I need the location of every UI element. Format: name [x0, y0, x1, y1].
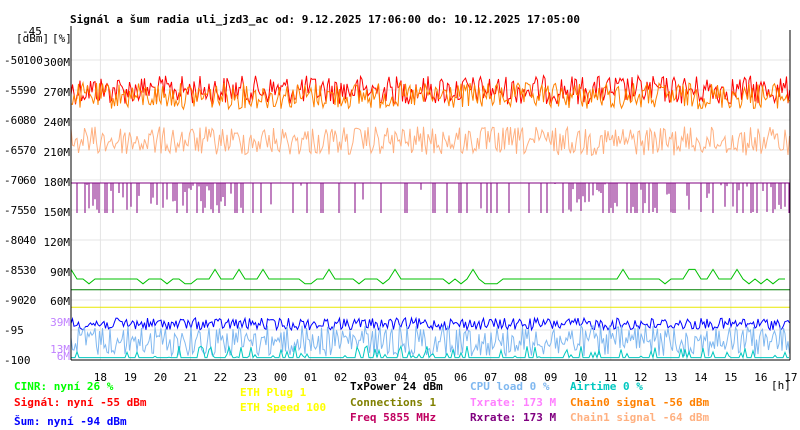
y-dbm-tick-label: -95 [4, 324, 24, 337]
y-rate-tick-label: 240M [44, 116, 71, 129]
x-tick-label: 00 [274, 371, 287, 384]
x-tick-label: 08 [514, 371, 527, 384]
series-line [70, 267, 785, 285]
y-dbm-tick-label: -80 [4, 234, 24, 247]
y-pct-tick-label: 20 [23, 294, 36, 307]
legend-eth-plug: ETH Plug 1 [240, 386, 307, 399]
x-tick-label: 17 [784, 371, 797, 384]
x-tick-label: 07 [484, 371, 497, 384]
y-dbm-tick-label: -50 [4, 54, 24, 67]
y-pct-tick-label: 60 [23, 174, 36, 187]
x-tick-label: 21 [184, 371, 197, 384]
x-tick-label: 13 [664, 371, 677, 384]
series-line [70, 316, 790, 332]
x-tick-label: 20 [154, 371, 167, 384]
x-tick-label: 04 [394, 371, 408, 384]
y-dbm-tick-label: -55 [4, 84, 24, 97]
y-pct-tick-label: 100 [23, 54, 43, 67]
x-tick-label: 01 [304, 371, 317, 384]
series-layer [70, 74, 790, 360]
legend-freq: Freq 5855 MHz [350, 411, 436, 424]
y-rate-tick-label: 60M [50, 295, 70, 308]
y-dbm-tick-label: -70 [4, 174, 24, 187]
y-rate-tick-label: 270M [44, 86, 71, 99]
legend-connections: Connections 1 [350, 396, 436, 409]
x-tick-label: 19 [124, 371, 137, 384]
x-tick-label: 16 [754, 371, 767, 384]
legend-eth-speed: ETH Speed 100 [240, 401, 326, 414]
series-line [70, 81, 790, 111]
y-pct-tick-label: 40 [23, 234, 36, 247]
x-tick-label: 14 [694, 371, 708, 384]
legend-chain0: Chain0 signal -56 dBm [570, 396, 709, 409]
legend-noise: Šum: nyní -94 dBm [14, 415, 127, 428]
y-pct-tick-label: 80 [23, 114, 36, 127]
legend-cinr: CINR: nyní 26 % [14, 380, 114, 393]
x-tick-label: 03 [364, 371, 377, 384]
x-axis-unit: [h] [771, 379, 791, 392]
x-tick-label: 18 [94, 371, 107, 384]
x-tick-label: 09 [544, 371, 557, 384]
y-rate-tick-label: 210M [44, 146, 71, 159]
legend-chain1: Chain1 signal -64 dBm [570, 411, 709, 424]
x-tick-label: 23 [244, 371, 257, 384]
y-pct-tick-label: 90 [23, 84, 36, 97]
pct-unit-label: [%] [52, 32, 72, 45]
y-rate-tick-label: 6M [57, 350, 71, 363]
legend-txrate: Txrate: 173 M [470, 396, 556, 409]
series-line [70, 323, 790, 358]
y-dbm-tick-label: -60 [4, 114, 24, 127]
y-rate-tick-label: 120M [44, 236, 71, 249]
y-pct-tick-label: 50 [23, 204, 36, 217]
axis-top-value: -45 [22, 25, 42, 38]
legend-cpu-load: CPU load 0 % [470, 380, 550, 393]
x-tick-label: 12 [634, 371, 647, 384]
y-dbm-tick-label: -90 [4, 294, 24, 307]
y-dbm-tick-label: -100 [4, 354, 31, 367]
y-pct-tick-label: 30 [23, 264, 36, 277]
y-rate-tick-label: 13M [50, 343, 70, 356]
x-tick-label: 15 [724, 371, 737, 384]
y-pct-tick-label: 70 [23, 144, 36, 157]
y-rate-tick-label: 90M [50, 266, 70, 279]
x-tick-label: 10 [574, 371, 587, 384]
y-rate-tick-label: 150M [44, 206, 71, 219]
x-tick-label: 22 [214, 371, 227, 384]
y-dbm-tick-label: -65 [4, 144, 24, 157]
dbm-unit-label: [dBm] [16, 32, 49, 45]
series-line [70, 125, 790, 157]
x-tick-label: 02 [334, 371, 347, 384]
legend-airtime: Airtime 0 % [570, 380, 643, 393]
x-tick-label: 11 [604, 371, 617, 384]
y-rate-tick-label: 300M [44, 56, 71, 69]
y-rate-tick-label: 180M [44, 176, 71, 189]
legend: CINR: nyní 26 % Signál: nyní -55 dBm Šum… [14, 380, 709, 428]
y-rate-tick-label: 39M [50, 316, 70, 329]
x-tick-label: 06 [454, 371, 467, 384]
legend-signal: Signál: nyní -55 dBm [14, 396, 147, 409]
tick-label-layer: 18 19 20 21 22 23 00 01 02 03 04 05 06 07 08 09 10 11 12 13… [4, 54, 798, 384]
axis-layer [70, 26, 791, 361]
series-line [71, 182, 790, 213]
chart-title: Signál a šum radia uli_jzd3_ac od: 9.12.… [70, 13, 580, 26]
series-line [71, 344, 789, 360]
y-dbm-tick-label: -75 [4, 204, 24, 217]
x-tick-label: 05 [424, 371, 437, 384]
y-dbm-tick-label: -85 [4, 264, 24, 277]
series-line [70, 74, 790, 105]
grid-layer [71, 30, 790, 361]
legend-rxrate: Rxrate: 173 M [470, 411, 556, 424]
legend-txpower: TxPower 24 dBm [350, 380, 443, 393]
